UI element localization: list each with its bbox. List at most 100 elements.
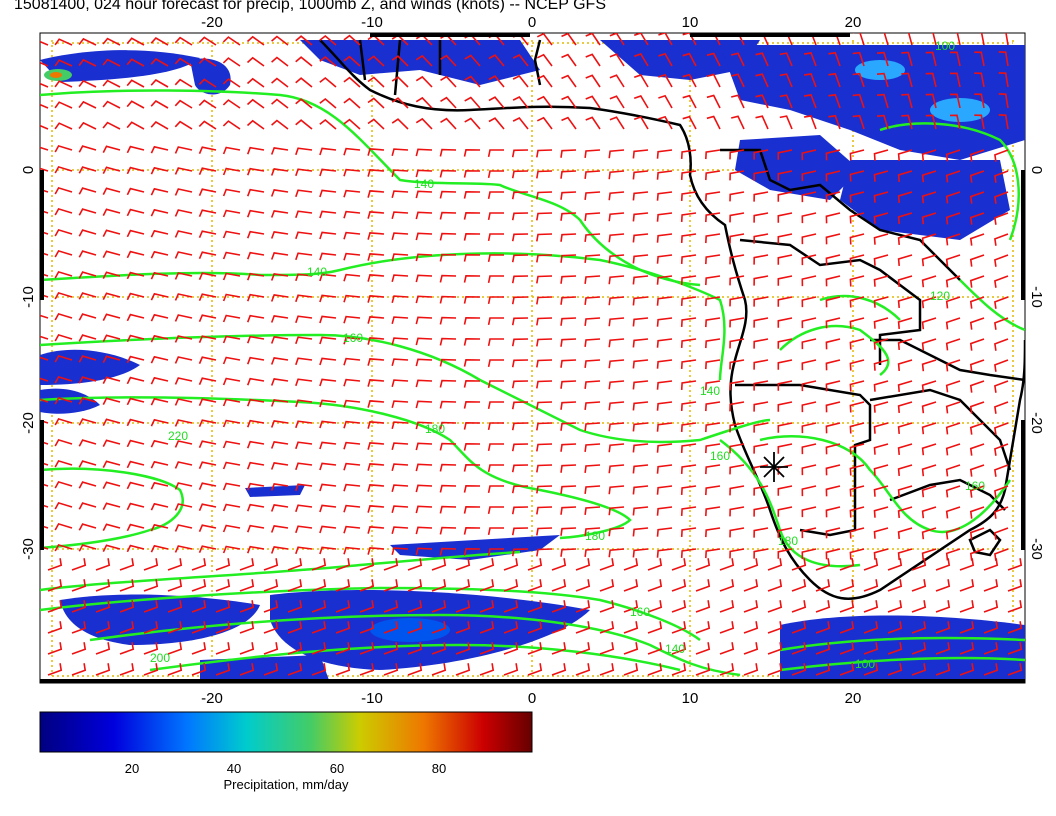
- wind-barb: [54, 480, 73, 489]
- wind-barb: [54, 291, 73, 300]
- wind-barb: [719, 600, 735, 613]
- wind-barb: [705, 275, 721, 286]
- wind-barb: [897, 317, 913, 329]
- wind-barb: [753, 254, 769, 265]
- wind-barb: [78, 334, 97, 342]
- wind-barb: [921, 212, 937, 225]
- wind-barb: [102, 355, 121, 363]
- wind-barb: [680, 485, 697, 495]
- wind-barb: [191, 558, 207, 571]
- wind-barb: [695, 642, 711, 655]
- wind-barb: [270, 504, 289, 512]
- wind-barb: [632, 485, 649, 495]
- wind-barb: [511, 191, 529, 200]
- wind-barb: [897, 548, 913, 560]
- wind-barb: [78, 418, 97, 426]
- wind-barb: [119, 600, 135, 613]
- colorbar-tick: 80: [432, 761, 446, 776]
- wind-barb: [126, 166, 145, 175]
- wind-barb: [119, 663, 135, 676]
- wind-barb: [998, 93, 1009, 109]
- wind-barb: [343, 525, 361, 534]
- wind-barb: [174, 272, 193, 280]
- wind-barb: [1007, 558, 1023, 571]
- wind-barb: [295, 56, 313, 67]
- wind-barb: [367, 547, 385, 555]
- wind-barb: [143, 663, 159, 676]
- wind-barb: [671, 600, 687, 613]
- wind-barb: [78, 523, 97, 531]
- wind-barb: [295, 441, 313, 450]
- wind-barb: [126, 376, 145, 385]
- wind-barb: [825, 191, 841, 203]
- wind-barb: [263, 579, 279, 592]
- wind-barb: [463, 442, 481, 451]
- lat-tick-label: -30: [1028, 538, 1045, 560]
- wind-barb: [584, 443, 601, 453]
- wind-barb: [873, 254, 889, 266]
- wind-barb: [680, 170, 697, 180]
- wind-barb: [527, 663, 543, 676]
- wind-barb: [487, 422, 504, 431]
- wind-barb: [680, 401, 697, 411]
- wind-barb: [487, 296, 504, 305]
- wind-barb: [815, 579, 831, 592]
- wind-barb: [511, 212, 529, 221]
- wind-barb: [969, 422, 985, 435]
- wind-barb: [706, 52, 721, 67]
- wind-barb: [215, 663, 231, 676]
- wind-barb: [527, 621, 543, 634]
- wind-barb: [391, 232, 409, 241]
- wind-barb: [585, 53, 601, 67]
- wind-barb: [969, 233, 985, 246]
- wind-barb: [343, 210, 361, 219]
- wind-barb: [487, 464, 504, 473]
- wind-barb: [719, 642, 735, 655]
- wind-barb: [319, 399, 337, 408]
- wind-barb: [998, 72, 1009, 88]
- wind-barb: [167, 663, 183, 676]
- wind-barb: [729, 548, 745, 559]
- wind-barb: [994, 170, 1009, 183]
- wind-barb: [599, 579, 615, 592]
- wind-barb: [263, 600, 279, 613]
- wind-barb: [198, 503, 217, 512]
- wind-barb: [911, 663, 927, 676]
- wind-barb: [487, 275, 504, 284]
- wind-barb: [729, 338, 745, 349]
- wind-barb: [95, 600, 111, 613]
- wind-barb: [174, 251, 193, 259]
- wind-barb: [876, 114, 889, 130]
- wind-barb: [536, 170, 553, 179]
- contour-label: 180: [425, 422, 445, 436]
- wind-barb: [455, 663, 471, 676]
- wind-barb: [753, 317, 769, 328]
- wind-barb: [270, 147, 289, 155]
- wind-barb: [295, 147, 313, 156]
- wind-barb: [407, 579, 423, 592]
- wind-barb: [873, 359, 889, 371]
- wind-barb: [119, 558, 135, 571]
- lat-tick-label: 0: [20, 166, 37, 174]
- wind-barb: [295, 189, 313, 198]
- wind-barb: [632, 212, 649, 222]
- wind-barb: [777, 233, 793, 244]
- contour-label: 160: [343, 331, 363, 345]
- wind-barb: [705, 380, 721, 391]
- wind-barb: [71, 642, 87, 655]
- wind-barb: [102, 502, 121, 510]
- wind-barb: [391, 463, 409, 472]
- wind-barb: [777, 359, 793, 370]
- wind-barb: [921, 380, 937, 393]
- wind-barb: [911, 600, 927, 613]
- wind-barb: [150, 292, 169, 301]
- wind-barb: [503, 600, 519, 613]
- wind-barb: [150, 271, 169, 280]
- wind-barb: [415, 75, 433, 88]
- wind-barb: [897, 401, 913, 413]
- wind-barb: [126, 37, 145, 46]
- wind-barb: [503, 621, 519, 634]
- wind-barb: [945, 149, 961, 162]
- wind-barb: [680, 212, 697, 222]
- wind-barb: [632, 296, 649, 306]
